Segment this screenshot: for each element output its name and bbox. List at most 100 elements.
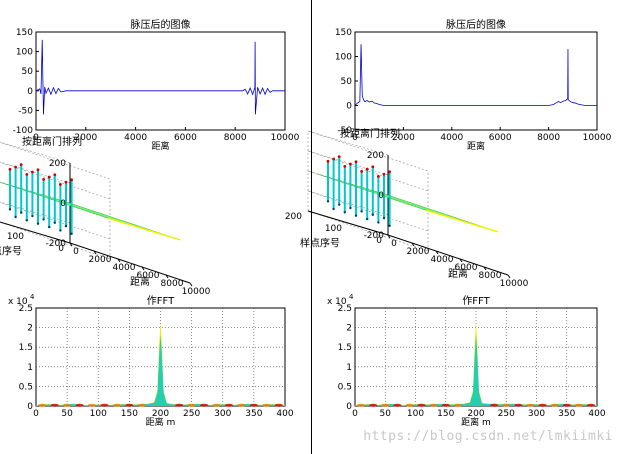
y-tick-label-0-2: 50 bbox=[22, 67, 34, 77]
surface-peak-1-7 bbox=[31, 170, 34, 174]
surface-peak-4-7 bbox=[349, 162, 352, 166]
dist-tick-4-4 bbox=[483, 266, 487, 271]
fft-ripple-5-8 bbox=[453, 403, 462, 407]
x-tick-label-0-1: 2000 bbox=[74, 133, 97, 143]
dist-tick-label-1-2: 4000 bbox=[113, 263, 136, 273]
z-tick-label-1-2: -200 bbox=[46, 239, 67, 249]
fft-ripple-2-12 bbox=[187, 403, 196, 407]
exponent-label-5: x 10 bbox=[327, 297, 347, 307]
y-tick-label-3-2: 50 bbox=[341, 77, 353, 87]
surface-peak-1-9 bbox=[19, 163, 23, 167]
x-tick-label-0-0: 0 bbox=[33, 133, 39, 143]
dist-tick-label-4-4: 8000 bbox=[479, 271, 502, 281]
y-tick-label-3-0: 150 bbox=[335, 28, 352, 38]
y-tick-label-2-4: 0.5 bbox=[19, 382, 33, 392]
chart-title-3: 脉压后的图像 bbox=[446, 18, 506, 31]
x-axis-label-5: 距离 m bbox=[461, 416, 491, 428]
fft-ripple-5-1 bbox=[369, 403, 378, 407]
y-axis-label-4: 样点序号 bbox=[300, 237, 340, 250]
chart-title-4: 按距离门排列 bbox=[340, 127, 400, 140]
box-edge-d-4 bbox=[307, 130, 429, 172]
x-axis-label-2: 距离 m bbox=[146, 416, 176, 428]
x-tick-label-3-1: 2000 bbox=[392, 133, 415, 143]
sample-tick-label-4-0: 0 bbox=[376, 236, 382, 246]
y-tick-label-0-0: 150 bbox=[16, 28, 33, 38]
surface-trough-4-1 bbox=[382, 216, 386, 220]
surface-peak-1-5 bbox=[42, 178, 45, 181]
dist-tick-label-1-3: 6000 bbox=[137, 271, 160, 281]
dist-tick-label-1-1: 2000 bbox=[89, 255, 112, 265]
surface-trough-4-11 bbox=[326, 200, 330, 203]
x-tick-label-2-3: 150 bbox=[121, 409, 138, 419]
y-axis-label-1: 样点序号 bbox=[0, 245, 22, 258]
surface-peak-1-3 bbox=[53, 173, 57, 177]
y-tick-label-5-4: 0.5 bbox=[338, 382, 352, 392]
surface-peak-1-0 bbox=[70, 178, 73, 182]
dist-tick-label-4-0: 0 bbox=[391, 239, 397, 249]
surface-trough-1-10 bbox=[14, 215, 17, 219]
chart-title-2: 作FFT bbox=[147, 295, 175, 307]
surface-trough-4-9 bbox=[338, 203, 341, 206]
x-tick-label-2-7: 350 bbox=[245, 409, 262, 419]
fft-area-inner-2 bbox=[36, 334, 285, 406]
dist-tick-label-1-5: 10000 bbox=[182, 287, 211, 297]
surface-peak-4-3 bbox=[371, 165, 375, 169]
surface-peak-4-11 bbox=[326, 159, 330, 163]
fft-ripple-2-11 bbox=[175, 403, 184, 407]
surface-peak-4-8 bbox=[343, 164, 347, 168]
fft-ripple-5-18 bbox=[574, 403, 583, 407]
fft-ripple-2-2 bbox=[63, 403, 72, 407]
x-tick-label-2-0: 0 bbox=[33, 409, 39, 419]
surface-trough-4-3 bbox=[371, 213, 374, 216]
box-edge-d-1 bbox=[0, 141, 111, 180]
surface-trough-4-2 bbox=[377, 221, 380, 224]
surface-peak-4-6 bbox=[354, 160, 358, 164]
dist-tick-4-0 bbox=[387, 234, 391, 239]
surface-peak-4-1 bbox=[382, 172, 386, 176]
y-tick-label-5-0: 2.5 bbox=[338, 304, 352, 314]
dist-tick-1-5 bbox=[189, 282, 193, 287]
fft-ripple-2-14 bbox=[212, 403, 221, 407]
surface-trough-1-7 bbox=[31, 214, 34, 218]
x-axis-label-0: 距离 bbox=[151, 140, 169, 152]
sample-tick-label-1-1: 100 bbox=[7, 232, 24, 242]
surface-trough-1-4 bbox=[48, 225, 51, 229]
surface-trough-4-5 bbox=[360, 210, 363, 213]
x-tick-label-2-1: 50 bbox=[61, 409, 73, 419]
plot-frame-3 bbox=[354, 31, 598, 131]
surface-peak-4-2 bbox=[377, 175, 380, 178]
fft-ripple-2-8 bbox=[137, 403, 146, 407]
fft-ripple-5-12 bbox=[502, 403, 511, 407]
x-tick-label-5-6: 300 bbox=[528, 409, 545, 419]
fft-ripple-2-1 bbox=[50, 403, 59, 407]
surface-trough-4-4 bbox=[366, 217, 369, 221]
chart-title-0: 脉压后的图像 bbox=[131, 18, 191, 31]
x-tick-label-5-1: 50 bbox=[380, 409, 392, 419]
y-tick-label-2-3: 1 bbox=[27, 363, 33, 373]
fft-ripple-5-13 bbox=[514, 403, 523, 407]
surface-peak-1-1 bbox=[64, 180, 68, 184]
x-tick-label-5-7: 350 bbox=[558, 409, 575, 419]
box-zgrid-l-1-0 bbox=[0, 201, 71, 224]
x-axis-label-1: 距离 bbox=[130, 275, 150, 288]
chart-title-5: 作FFT bbox=[462, 295, 490, 307]
y-tick-label-5-3: 1 bbox=[346, 363, 352, 373]
surface-trough-1-0 bbox=[70, 232, 73, 235]
plot-frame-0 bbox=[35, 31, 286, 131]
x-tick-label-3-4: 8000 bbox=[537, 133, 560, 143]
dist-tick-1-0 bbox=[69, 242, 73, 247]
fft-ripple-5-4 bbox=[405, 403, 414, 407]
watermark-text: https://blog.csdn.net/lmkiimki bbox=[363, 429, 613, 444]
dist-tick-label-4-3: 6000 bbox=[455, 263, 478, 273]
dist-tick-4-1 bbox=[411, 242, 415, 247]
fft-ripple-2-0 bbox=[38, 403, 47, 407]
box-edge-f-4 bbox=[307, 130, 389, 156]
fft-ripple-2-5 bbox=[100, 403, 109, 407]
x-tick-label-2-4: 200 bbox=[152, 409, 169, 419]
x-tick-label-5-3: 150 bbox=[437, 409, 454, 419]
fft-ripple-5-14 bbox=[526, 403, 535, 407]
dist-tick-1-4 bbox=[165, 274, 169, 279]
surface-peak-1-8 bbox=[25, 172, 29, 176]
fft-ripple-5-15 bbox=[538, 403, 547, 407]
fft-ripple-5-16 bbox=[550, 403, 559, 407]
